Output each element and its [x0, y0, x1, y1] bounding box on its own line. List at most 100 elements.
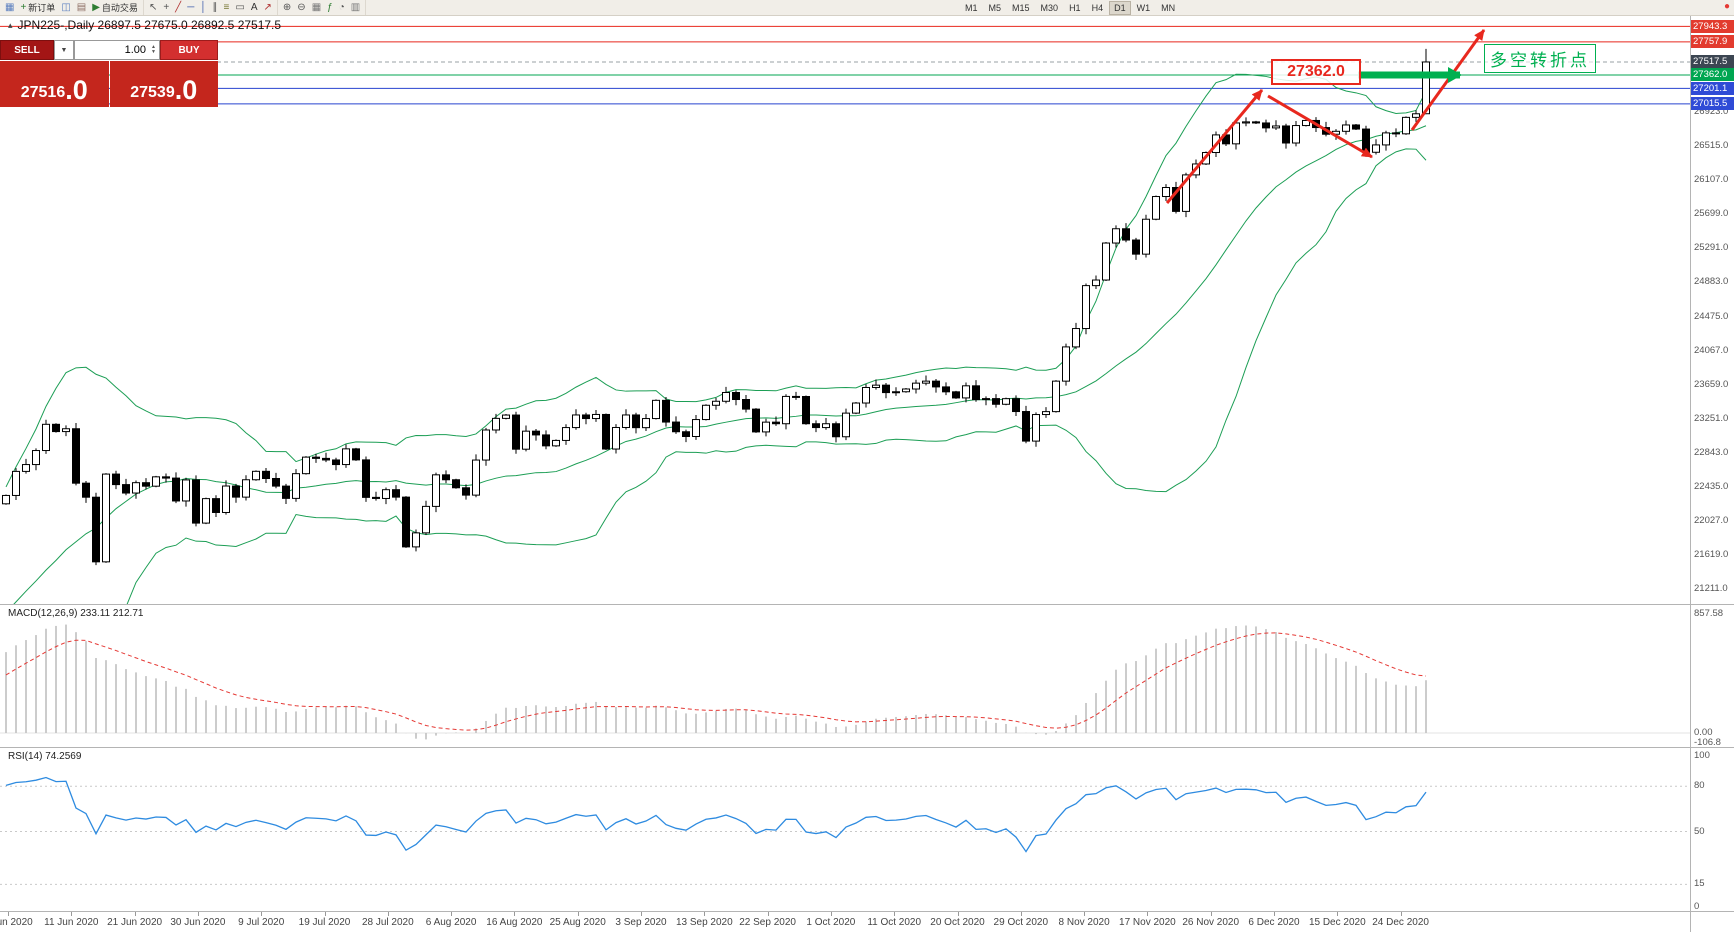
swing-up-arrow[interactable] [1165, 89, 1264, 204]
shapes-icon[interactable]: ▭ [235, 0, 244, 15]
swing-down-arrow[interactable] [1267, 94, 1373, 159]
candle-body [212, 498, 220, 513]
candle-body [812, 423, 820, 429]
candle-body [992, 398, 1000, 405]
candle-body [312, 456, 320, 459]
timeframe-button-h1[interactable]: H1 [1069, 3, 1081, 13]
macd-signal-line [5, 632, 1427, 731]
timeframe-button-m5[interactable]: M5 [988, 3, 1002, 13]
new-order-button[interactable]: + 新订单 [20, 0, 55, 15]
candle-body [292, 473, 300, 499]
candle-body [352, 448, 360, 461]
candle-body [522, 430, 530, 450]
date-label: 19 Jul 2020 [298, 917, 351, 928]
candle-body [1352, 124, 1360, 130]
sell-price-pips: .0 [65, 75, 88, 105]
cursor-icon[interactable]: ↖ [149, 0, 157, 15]
timeframe-button-w1[interactable]: W1 [1136, 3, 1151, 13]
periods-icon[interactable]: ◔ [339, 0, 345, 15]
buy-price-display[interactable]: 27539.0 [109, 61, 218, 107]
vertical-line-icon[interactable]: │ [200, 0, 206, 15]
zoom-in-icon[interactable]: ⊕ [283, 0, 291, 15]
crosshair-icon-glyph: + [163, 2, 170, 13]
sell-button[interactable]: SELL [0, 40, 54, 60]
candle-body [432, 474, 440, 507]
candle-body [442, 474, 450, 481]
one-click-trade-panel: SELL ▼ ▲ ▼ BUY 27516.0 27539.0 [0, 40, 218, 107]
date-label: 21 Jun 2020 [107, 917, 163, 928]
candle-body [902, 388, 910, 393]
candle-body [962, 385, 970, 399]
timeframe-button-h4[interactable]: H4 [1091, 3, 1104, 13]
timeframe-button-m30[interactable]: M30 [1040, 3, 1059, 13]
candle-body [622, 414, 630, 428]
candle-body [802, 396, 810, 425]
buy-price-pips: .0 [174, 75, 198, 105]
volume-increase-icon[interactable]: ▲ [151, 44, 156, 50]
candle-body [42, 423, 50, 452]
tile-windows-icon[interactable]: ▦ [312, 0, 321, 15]
turning-point-label[interactable]: 多空转折点 [1484, 44, 1596, 73]
candle-body [142, 482, 150, 487]
candle-body [452, 479, 460, 489]
bollinger-middle-band [12, 125, 1427, 605]
chart-windows-icon[interactable]: ▦ [5, 0, 14, 15]
rsi-panel[interactable] [0, 748, 1734, 911]
candle-body [882, 384, 890, 394]
rsi-panel-separator[interactable] [0, 747, 1734, 748]
volume-input[interactable] [75, 44, 148, 56]
autotrading-button[interactable]: ▶ 自动交易 [92, 0, 138, 15]
crosshair-icon[interactable]: + [163, 0, 169, 15]
time-axis[interactable]: 2 Jun 2020 11 Jun 2020 21 Jun 2020 30 Jun 2… [0, 912, 1734, 937]
candle-body [342, 448, 350, 466]
candle-body [1112, 228, 1120, 244]
volume-decrease-icon[interactable]: ▼ [151, 49, 156, 55]
templates-icon[interactable]: ▥ [351, 0, 360, 15]
candle-body [1032, 414, 1040, 442]
indicators-icon-glyph: ƒ [327, 2, 333, 13]
candle-body [1292, 125, 1300, 144]
macd-panel-separator[interactable] [0, 604, 1734, 605]
candle-body [972, 385, 980, 401]
zoom-out-icon[interactable]: ⊖ [297, 0, 305, 15]
horizontal-line-icon[interactable]: ─ [187, 0, 194, 15]
trendline-icon[interactable]: ╱ [175, 0, 181, 15]
candle-body [772, 421, 780, 425]
ea-status-icon[interactable]: ● [1723, 1, 1730, 12]
candle-body [192, 479, 200, 524]
candle-body [412, 532, 420, 548]
profiles-icon[interactable]: ▤ [77, 0, 86, 15]
text-label-icon[interactable]: A [251, 0, 258, 15]
fibonacci-icon[interactable]: ≡ [224, 0, 230, 15]
timeframe-button-m15[interactable]: M15 [1012, 3, 1030, 13]
candle-body [1132, 239, 1140, 255]
candle-body [1272, 125, 1280, 129]
zoom-in-icon-glyph: ⊕ [282, 2, 292, 13]
candle-body [842, 412, 850, 438]
order-options-dropdown[interactable]: ▼ [54, 40, 74, 60]
timeframe-button-mn[interactable]: MN [1161, 3, 1176, 13]
macd-panel[interactable] [0, 605, 1734, 747]
candle-body [1002, 398, 1010, 405]
volume-stepper: ▲ ▼ [148, 45, 159, 55]
candle-body [232, 485, 240, 498]
candle-body [872, 384, 880, 388]
candle-body [732, 391, 740, 401]
buy-price-main: 27539 [130, 84, 175, 101]
indicators-icon[interactable]: ƒ [327, 0, 333, 15]
candlestick-chart[interactable] [0, 15, 1734, 605]
candle-body [362, 459, 370, 498]
date-label: 6 Dec 2020 [1248, 917, 1300, 928]
sell-price-display[interactable]: 27516.0 [0, 61, 109, 107]
timeframe-button-m1[interactable]: M1 [965, 3, 978, 13]
fibonacci-icon-glyph: ≡ [223, 2, 230, 13]
date-tick [577, 912, 579, 916]
chart-window-icon[interactable]: ◫ [61, 0, 70, 15]
date-tick [514, 912, 516, 916]
arrows-icon[interactable]: ↗ [264, 0, 272, 15]
channel-icon[interactable]: ∥ [213, 0, 218, 15]
toolbar-group: ▦ + 新订单 ◫ ▤ ▶ 自动交易 [0, 0, 144, 15]
price-level-callout[interactable]: 27362.0 [1271, 59, 1361, 85]
timeframe-button-d1[interactable]: D1 [1109, 1, 1131, 15]
buy-button[interactable]: BUY [160, 40, 218, 60]
